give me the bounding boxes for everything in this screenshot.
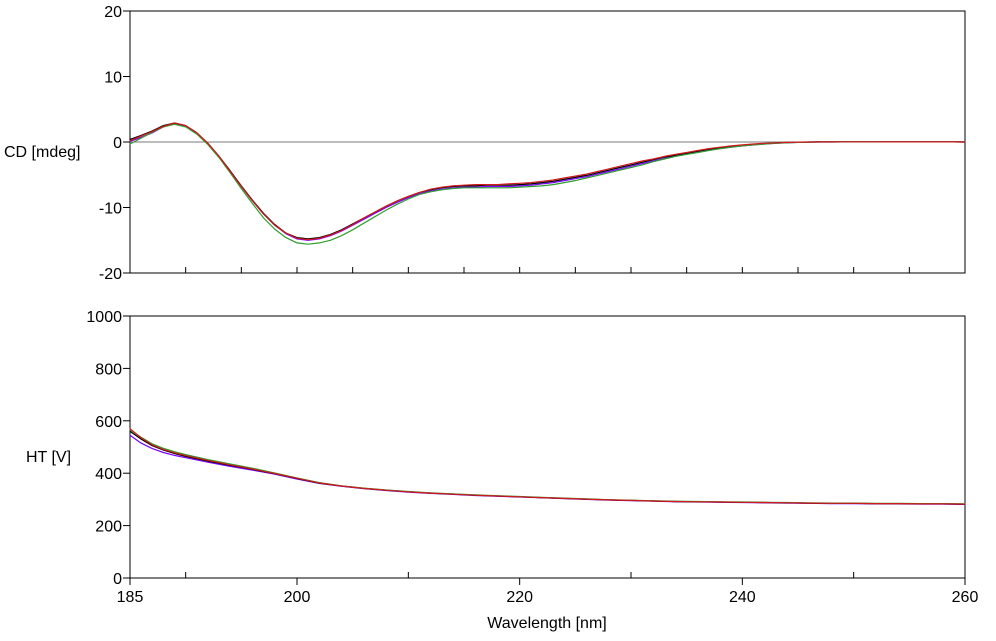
ht-series-group <box>129 428 966 505</box>
ht-y-tick-label: 800 <box>95 361 122 378</box>
cd-series-group <box>129 122 966 245</box>
ht-x-tick-label: 220 <box>506 589 533 606</box>
ht-x-tick-label: 185 <box>117 589 144 606</box>
ht-panel: 0 200 400 600 800 1000 185 200 220 240 260 HT [V]… <box>26 309 978 632</box>
ht-y-axis: 0 200 400 600 800 1000 <box>86 309 130 588</box>
cd-panel: -20 -10 0 10 20 CD [mdeg] <box>4 4 966 283</box>
cd-y-axis: -20 -10 0 10 20 <box>99 4 130 283</box>
ht-series-line-3 <box>129 429 966 505</box>
cd-y-tick-label: 0 <box>113 135 122 152</box>
cd-x-minor-ticks <box>185 267 910 273</box>
ht-x-tick-label: 260 <box>952 589 979 606</box>
ht-y-tick-label: 400 <box>95 466 122 483</box>
x-axis-label: Wavelength [nm] <box>487 615 606 632</box>
cd-series-line-4 <box>129 122 966 241</box>
cd-y-axis-label: CD [mdeg] <box>4 144 80 161</box>
ht-y-tick-label: 600 <box>95 414 122 431</box>
ht-y-tick-label: 200 <box>95 519 122 536</box>
ht-y-tick-label: 1000 <box>86 309 122 326</box>
cd-y-tick-label: 10 <box>104 70 122 87</box>
cd-y-tick-label: -10 <box>99 201 122 218</box>
ht-plot-frame <box>129 315 966 579</box>
ht-x-axis: 185 200 220 240 260 <box>117 572 979 606</box>
ht-y-axis-label: HT [V] <box>26 449 71 466</box>
cd-y-tick-label: -20 <box>99 266 122 283</box>
ht-series-line-4 <box>129 428 966 505</box>
ht-y-tick-label: 0 <box>113 571 122 588</box>
ht-x-tick-label: 240 <box>729 589 756 606</box>
ht-x-tick-label: 200 <box>284 589 311 606</box>
ht-series-line-2 <box>129 430 966 505</box>
cd-y-tick-label: 20 <box>104 4 122 21</box>
